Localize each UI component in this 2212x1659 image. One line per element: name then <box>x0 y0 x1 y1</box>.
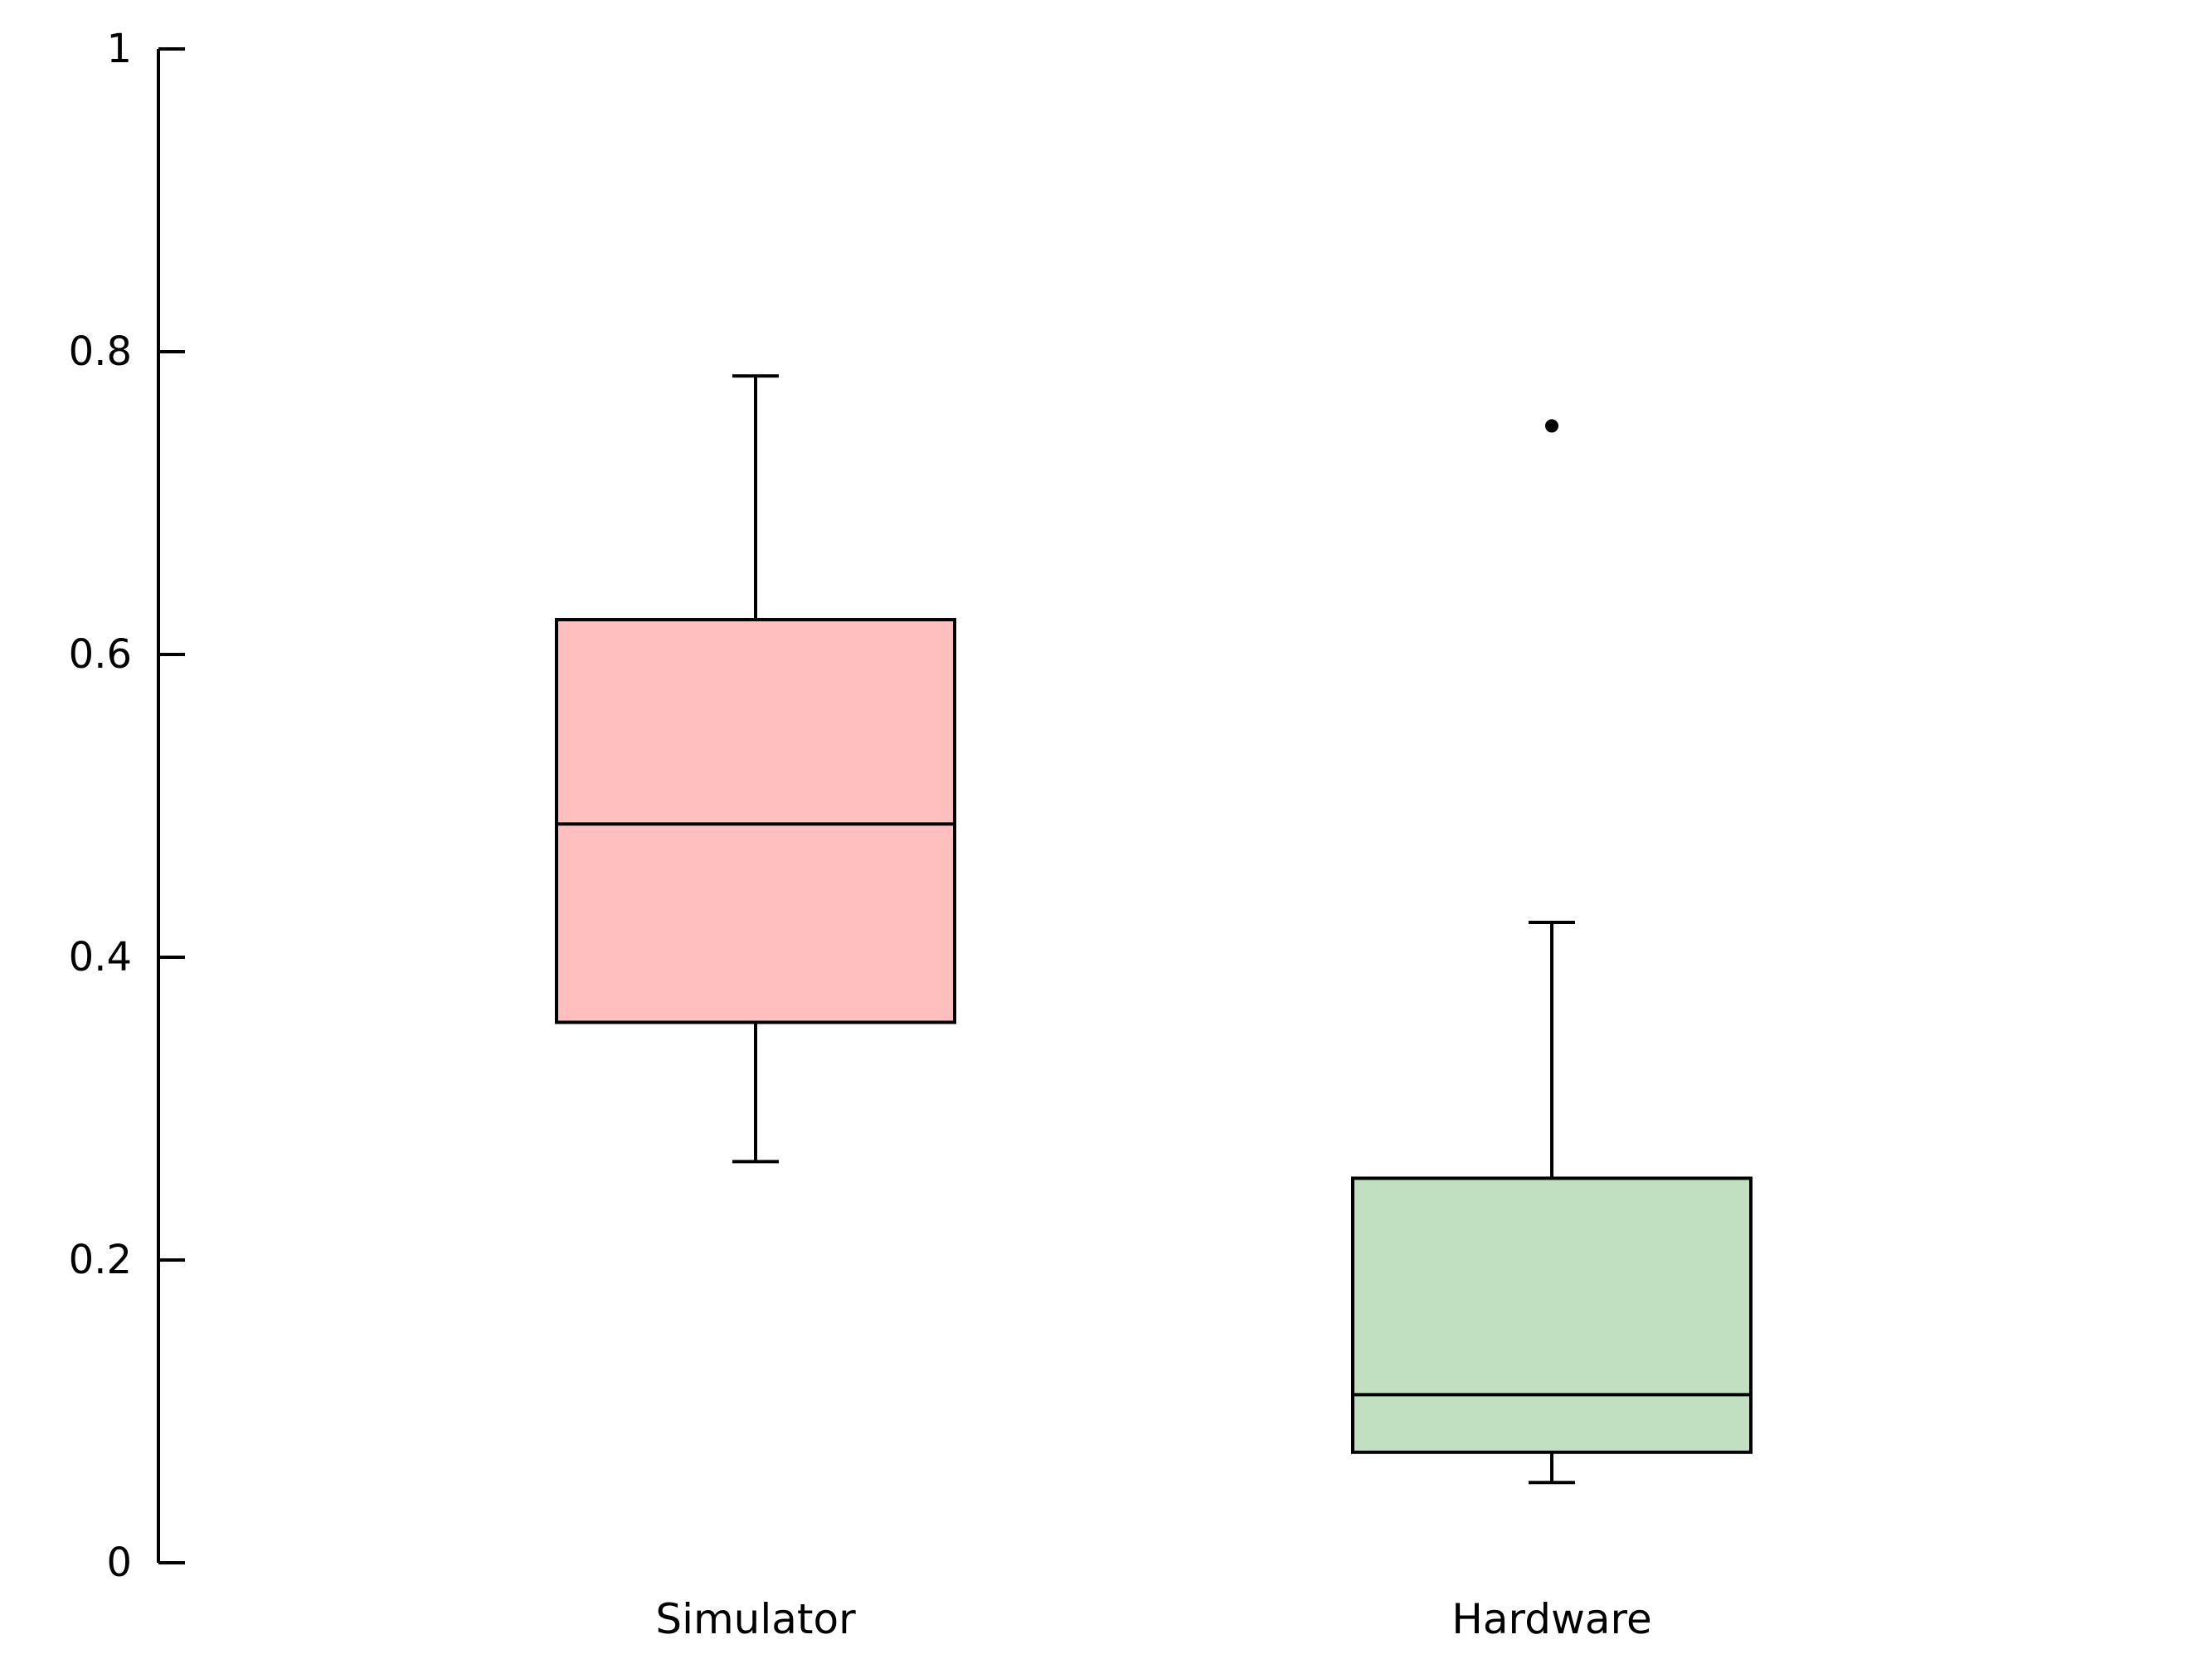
y-tick-label: 0 <box>106 1540 132 1586</box>
x-axis: Simulator Hardware <box>655 1595 1651 1643</box>
box-group-hardware <box>1353 419 1751 1482</box>
y-tick-label: 0.6 <box>69 631 132 678</box>
x-category-label: Hardware <box>1451 1595 1651 1643</box>
iqr-box <box>1353 1178 1751 1452</box>
outlier-point <box>1545 419 1558 432</box>
y-tick-label: 0.4 <box>69 934 132 980</box>
x-category-label: Simulator <box>655 1595 856 1643</box>
y-tick-label: 1 <box>106 26 132 72</box>
plot-area <box>557 376 1751 1482</box>
iqr-box <box>557 620 955 1022</box>
y-tick-label: 0.8 <box>69 328 132 375</box>
y-axis: 0 0.2 0.4 0.6 0.8 1 <box>69 26 185 1586</box>
box-group-simulator <box>557 376 955 1161</box>
y-tick-label: 0.2 <box>69 1237 132 1283</box>
